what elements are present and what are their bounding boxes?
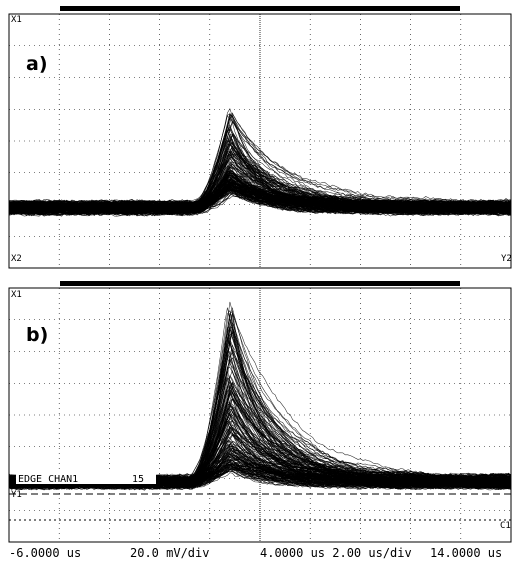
panel-b-marker-c1: C1 xyxy=(500,521,511,531)
panel-a-grid xyxy=(9,14,511,268)
trace-line xyxy=(8,193,512,214)
trace-line xyxy=(8,138,512,211)
panel-b-trigger-value: 15 xyxy=(132,474,144,485)
panel-b-marker-y1: Y1 xyxy=(11,490,22,500)
panel-b: b) X1 Y1 C1 EDGE CHAN1 15 xyxy=(8,281,512,543)
panel-b-timebar xyxy=(60,281,460,286)
footer-start-time: -6.0000 us xyxy=(9,546,81,560)
panel-b-trigger-text: EDGE CHAN1 xyxy=(18,474,78,485)
trace-line xyxy=(8,181,512,207)
panel-b-label: b) xyxy=(26,324,48,346)
footer-end-time: 14.0000 us xyxy=(430,546,502,560)
trace-line xyxy=(8,469,512,490)
trace-line xyxy=(9,468,512,491)
panel-a-traces xyxy=(8,108,512,217)
trace-line xyxy=(8,184,512,208)
panel-a-marker-x2: X2 xyxy=(11,254,22,264)
panel-a-marker-y2: Y2 xyxy=(501,254,512,264)
panel-a-timebar xyxy=(60,6,460,11)
panel-a: a) X1 X2 Y2 xyxy=(8,6,512,269)
panel-b-marker-x1: X1 xyxy=(11,290,22,300)
trace-line xyxy=(8,112,512,207)
trace-line xyxy=(8,330,512,489)
trace-line xyxy=(8,162,512,212)
panel-a-label: a) xyxy=(26,53,48,75)
trace-line xyxy=(8,188,512,216)
panel-a-marker-x1: X1 xyxy=(11,15,22,25)
footer-volts-per-div: 20.0 mV/div xyxy=(130,546,209,560)
footer-center-time-div: 4.0000 us 2.00 us/div xyxy=(260,546,412,560)
trace-line xyxy=(8,186,512,213)
panel-b-trigger-box xyxy=(16,472,156,484)
footer-readout: -6.0000 us 20.0 mV/div 4.0000 us 2.00 us… xyxy=(9,546,502,560)
